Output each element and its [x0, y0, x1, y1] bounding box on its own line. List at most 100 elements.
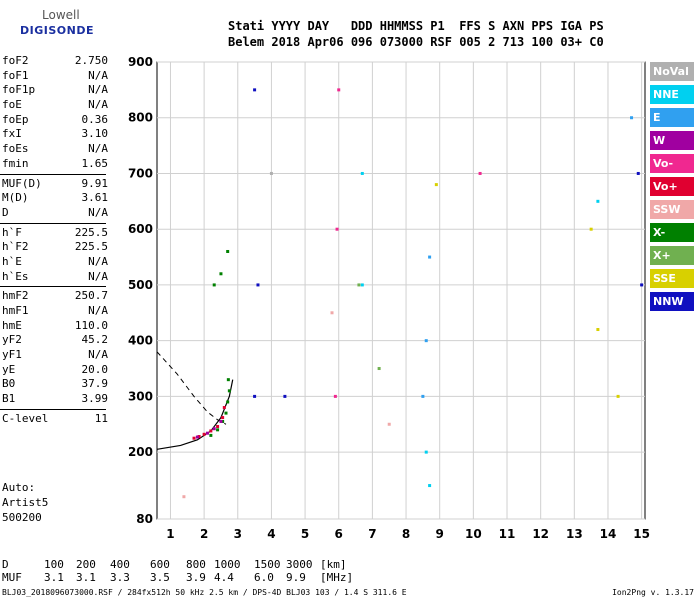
legend-item-nne: NNE: [650, 85, 694, 104]
param-name: yF1: [2, 348, 22, 362]
param-name: hmE: [2, 318, 22, 332]
param-name: yE: [2, 362, 16, 376]
x-tick-label: 9: [436, 527, 444, 541]
data-point-sse: [596, 328, 600, 332]
param-row: yE 20.0: [0, 363, 112, 378]
param-value: 0.36: [81, 112, 109, 126]
auto-version: 500200: [2, 511, 42, 524]
param-value: N/A: [88, 304, 108, 317]
legend-item-ssw: SSW: [650, 200, 694, 219]
data-point-w: [205, 431, 209, 435]
param-row: hmF2 250.7: [0, 289, 112, 304]
y-tick-label: 800: [128, 111, 153, 125]
y-tick-label: 400: [128, 334, 153, 348]
legend-item-vo-: Vo+: [650, 177, 694, 196]
param-name: hmF1: [2, 304, 29, 317]
x-tick-label: 7: [368, 527, 376, 541]
param-value: N/A: [88, 348, 108, 362]
x-tick-label: 15: [633, 527, 650, 541]
d-value: 400: [110, 558, 130, 571]
param-name: B0: [2, 377, 16, 391]
param-separator: [0, 173, 106, 175]
param-value: N/A: [88, 98, 108, 112]
muf-value: 3.1: [44, 571, 64, 584]
data-point-x-: [227, 389, 231, 393]
data-point-sse: [589, 227, 593, 231]
param-row: MUF(D) 9.91: [0, 177, 112, 192]
data-point-vo-: [209, 429, 213, 433]
param-row: M(D) 3.61: [0, 191, 112, 206]
data-point-nne: [360, 171, 364, 175]
muf-value: 3.3: [110, 571, 130, 584]
x-tick-label: 13: [566, 527, 583, 541]
parameter-panel: foF2 2.750 foF1 N/A foF1p N/A foE N/A foEp 0.36 fx…: [0, 54, 112, 427]
param-row: foEp 0.36: [0, 113, 112, 128]
x-tick-label: 3: [234, 527, 242, 541]
data-point-nnw: [253, 88, 257, 92]
x-tick-label: 11: [499, 527, 516, 541]
param-value: 3.61: [81, 191, 109, 205]
d-value: 100: [44, 558, 64, 571]
x-tick-label: 2: [200, 527, 208, 541]
data-point-nnw: [636, 171, 640, 175]
muf-value: 3.1: [76, 571, 96, 584]
x-tick-label: 5: [301, 527, 309, 541]
autoscale-info: Auto: Artist5 500200: [2, 480, 48, 525]
station-header: Stati YYYY DAY DDD HHMMSS P1 FFS S AXN P…: [228, 18, 604, 50]
data-point-nnw: [256, 283, 260, 287]
auto-artist: Artist5: [2, 496, 49, 509]
plot-area: [156, 61, 646, 520]
data-point-e: [630, 116, 634, 120]
x-tick-label: 4: [267, 527, 275, 541]
param-row: C-level 11: [0, 412, 112, 427]
direction-legend: NoVal NNE E W Vo- Vo+ SSW X- X+ SSE NNW: [650, 62, 694, 315]
legend-item-w: W: [650, 131, 694, 150]
data-point-w: [212, 427, 216, 431]
x-tick-label: 14: [600, 527, 617, 541]
param-value: 110.0: [74, 318, 108, 332]
data-point-nne: [428, 484, 432, 488]
data-point-sse: [434, 183, 438, 187]
param-value: N/A: [88, 205, 108, 219]
d-unit: [km]: [320, 558, 347, 571]
param-row: h`F2 225.5: [0, 240, 112, 255]
d-value: 1000: [214, 558, 241, 571]
param-name: foEs: [2, 142, 29, 156]
data-point-vo-: [202, 432, 206, 436]
y-tick-label: 700: [128, 166, 153, 180]
param-separator: [0, 408, 106, 410]
param-row: B0 37.9: [0, 377, 112, 392]
legend-item-noval: NoVal: [650, 62, 694, 81]
data-point-ssw: [182, 495, 186, 499]
param-value: 37.9: [81, 377, 109, 391]
param-name: h`F: [2, 225, 22, 239]
x-tick-label: 1: [166, 527, 174, 541]
param-name: foEp: [2, 112, 29, 126]
param-row: foF2 2.750: [0, 54, 112, 69]
param-value: 225.5: [74, 225, 108, 239]
param-name: h`E: [2, 254, 22, 268]
legend-item-vo-: Vo-: [650, 154, 694, 173]
data-point-w: [219, 419, 223, 423]
param-value: N/A: [88, 68, 108, 82]
data-point-x-: [224, 411, 228, 415]
data-point-x-: [216, 428, 220, 432]
header-line-1: Stati YYYY DAY DDD HHMMSS P1 FFS S AXN P…: [228, 19, 604, 33]
footer-file-info: BLJ03_2018096073000.RSF / 284fx512h 50 k…: [2, 588, 407, 597]
param-value: N/A: [88, 254, 108, 268]
data-point-ssw: [330, 311, 334, 315]
d-value: 3000: [286, 558, 313, 571]
param-value: 1.65: [81, 156, 109, 170]
param-row: foF1p N/A: [0, 83, 112, 98]
y-tick-label: 300: [128, 389, 153, 403]
muf-unit: [MHz]: [320, 571, 354, 584]
data-point-vo-: [192, 436, 196, 440]
data-point-vo-: [216, 424, 220, 428]
param-name: D: [2, 205, 9, 219]
data-point-e: [421, 394, 425, 398]
data-point-e: [424, 339, 428, 343]
logo-top-text: Lowell: [42, 8, 80, 22]
muf-value: 3.5: [150, 571, 170, 584]
header-line-2: Belem 2018 Apr06 096 073000 RSF 005 2 71…: [228, 35, 604, 49]
